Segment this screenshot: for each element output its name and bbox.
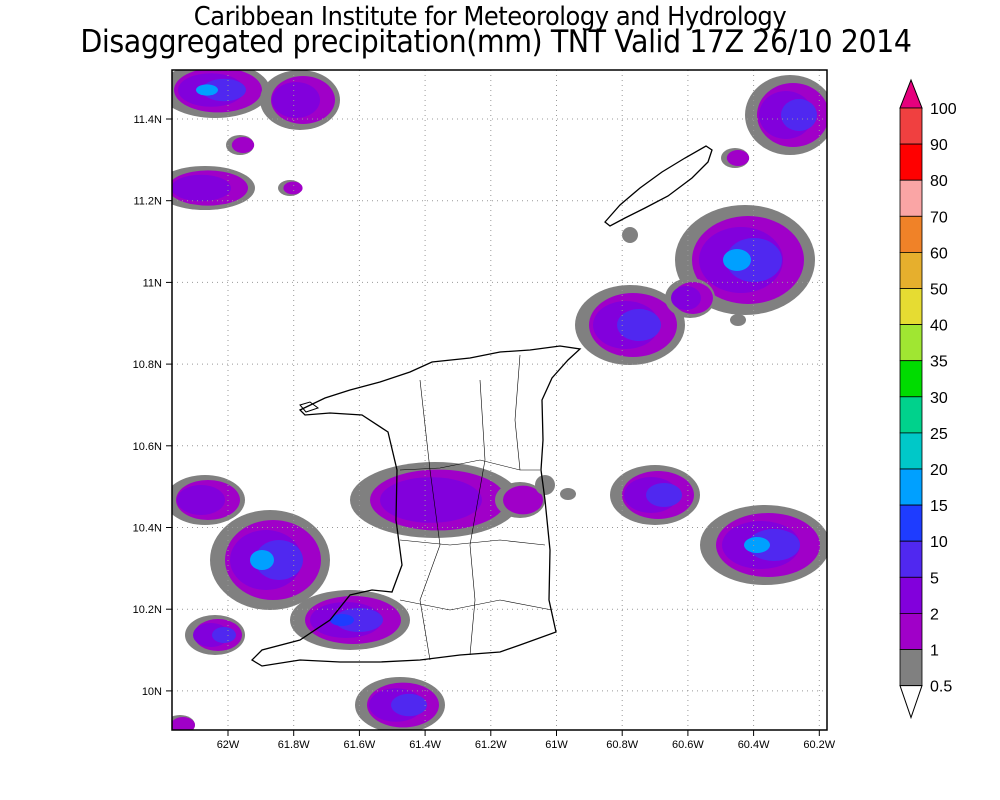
colorbar-label: 70	[930, 209, 948, 226]
precip-contour	[726, 150, 750, 166]
colorbar-label: 60	[930, 245, 948, 262]
colorbar-label: 30	[930, 390, 948, 407]
trinidad-island	[250, 345, 582, 667]
colorbar-segment	[899, 324, 923, 362]
precip-contour	[330, 614, 354, 626]
y-tick-label: 10.2N	[133, 604, 162, 616]
precipitation-field	[172, 70, 827, 730]
colorbar-segment	[899, 576, 923, 614]
precip-contour	[231, 137, 255, 153]
colorbar-segment	[899, 432, 923, 470]
colorbar-label: 10	[930, 534, 948, 551]
colorbar-segment	[899, 468, 923, 506]
precip-contour	[202, 78, 246, 102]
colorbar-segment	[899, 504, 923, 542]
colorbar-label: 1	[930, 643, 939, 660]
graticule	[172, 70, 827, 730]
colorbar-segment	[899, 143, 923, 181]
colorbar-segment	[899, 288, 923, 325]
colorbar: 100 90 80 70 60 50 40 35 30 25 20 15 10 5 2 1 0.5	[899, 78, 957, 720]
colorbar-segment	[899, 360, 923, 398]
trinidad-boundary	[469, 379, 486, 656]
colorbar-over-arrow	[899, 78, 923, 109]
precip-contour	[723, 249, 751, 271]
precip-contour	[503, 485, 543, 515]
colorbar-label: 25	[930, 426, 948, 443]
colorbar-under-arrow	[899, 685, 923, 720]
colorbar-label: 80	[930, 173, 948, 190]
y-tick-label: 10.4N	[133, 523, 162, 535]
colorbar-segment	[899, 396, 923, 434]
chacachacare-island	[299, 401, 320, 413]
x-tick-label: 61.6W	[344, 739, 376, 751]
tobago-island	[604, 145, 713, 227]
colorbar-label: 35	[930, 354, 948, 371]
colorbar-segment	[899, 107, 923, 145]
x-tick-label: 61W	[545, 739, 568, 751]
colorbar-segment	[899, 215, 923, 253]
precip-contour	[391, 693, 427, 717]
x-tick-label: 60.2W	[803, 739, 835, 751]
map-axes: 62W 61.8W 61.6W 61.4W 61.2W 61W 60.8W 60.6W 60.4…	[133, 114, 836, 751]
title-institute: Caribbean Institute for Meteorology and …	[193, 2, 787, 32]
x-tick-label: 62W	[217, 739, 240, 751]
trinidad-boundary	[399, 539, 546, 546]
y-tick-label: 10.8N	[133, 359, 162, 371]
colorbar-label: 40	[930, 318, 948, 335]
colorbar-label: 100	[930, 101, 957, 118]
precip-contour	[212, 627, 236, 643]
x-tick-label: 61.4W	[409, 739, 441, 751]
colorbar-label: 15	[930, 498, 948, 515]
precip-contour	[748, 529, 800, 561]
precip-contour	[172, 174, 231, 202]
precip-contour	[250, 550, 274, 570]
colorbar-segment	[899, 613, 923, 650]
precip-contour	[730, 314, 746, 326]
precip-contour	[560, 488, 576, 500]
y-tick-label: 11N	[143, 277, 162, 289]
map-frame	[171, 69, 828, 731]
colorbar-segment	[899, 251, 923, 289]
precip-contour	[671, 286, 701, 310]
x-tick-label: 60.6W	[672, 739, 704, 751]
precip-contour	[272, 82, 320, 118]
precip-contour	[617, 309, 661, 341]
x-tick-label: 60.8W	[606, 739, 638, 751]
precip-contour	[255, 540, 303, 580]
x-tick-label: 60.4W	[738, 739, 770, 751]
precip-contour	[781, 99, 817, 131]
colorbar-segment	[899, 649, 923, 686]
precip-contour	[622, 227, 638, 243]
x-tick-label: 61.8W	[278, 739, 310, 751]
precip-contour	[177, 485, 225, 515]
colorbar-segment	[899, 179, 923, 217]
colorbar-segment	[899, 540, 923, 578]
precip-contour	[380, 477, 482, 523]
precip-contour	[646, 483, 682, 507]
y-tick-label: 10N	[142, 686, 162, 698]
y-tick-label: 10.6N	[133, 441, 162, 453]
coastlines	[250, 145, 713, 667]
colorbar-label: 5	[930, 570, 939, 587]
trinidad-boundary	[399, 459, 540, 471]
colorbar-label: 50	[930, 282, 948, 299]
trinidad-boundary	[399, 599, 553, 611]
trinidad-boundary	[514, 354, 521, 471]
y-tick-label: 11.2N	[133, 196, 162, 208]
colorbar-label: 0.5	[930, 679, 952, 696]
precip-contour	[283, 181, 303, 195]
colorbar-label: 2	[930, 606, 939, 623]
title-product: Disaggregated precipitation(mm) TNT Vali…	[80, 24, 912, 60]
precip-contour	[196, 84, 218, 96]
colorbar-label: 90	[930, 137, 948, 154]
y-tick-label: 11.4N	[133, 114, 162, 126]
precip-contour	[535, 475, 555, 495]
x-tick-label: 61.2W	[475, 739, 507, 751]
colorbar-label: 20	[930, 462, 948, 479]
precip-contour	[172, 717, 195, 730]
trinidad-boundary	[419, 379, 441, 661]
precip-contour	[744, 537, 770, 553]
